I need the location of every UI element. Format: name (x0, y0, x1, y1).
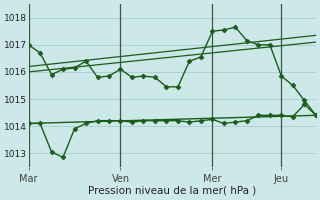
X-axis label: Pression niveau de la mer( hPa ): Pression niveau de la mer( hPa ) (88, 186, 256, 196)
